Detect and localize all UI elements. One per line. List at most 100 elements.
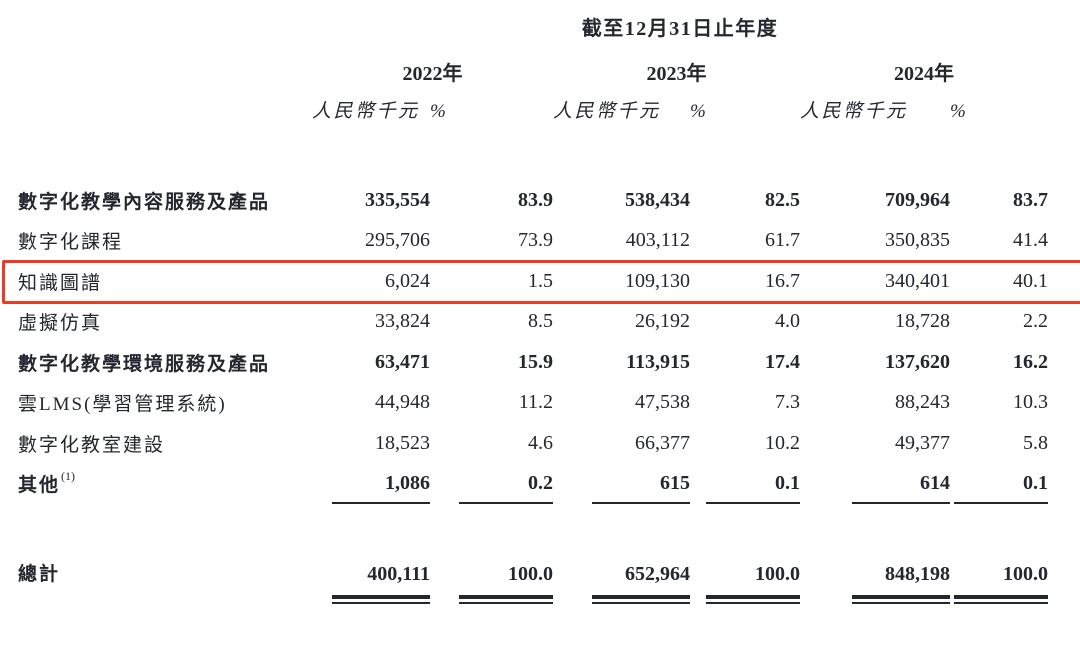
percent-cell: 40.1 xyxy=(1013,269,1048,292)
table-row: 數字化課程 295,706 73.9 403,112 61.7 350,835 41.4 xyxy=(0,221,1080,262)
value-cell: 33,824 xyxy=(375,310,430,333)
financial-breakdown-table: 截至12月31日止年度 2022年 2023年 2024年 人民幣千元 % 人民… xyxy=(0,14,1080,654)
subtotal-rule xyxy=(459,502,553,504)
value-cell: 66,377 xyxy=(635,431,690,454)
percent-cell: 10.3 xyxy=(1013,391,1048,414)
period-title: 截至12月31日止年度 xyxy=(581,18,779,40)
percent-cell: 83.9 xyxy=(518,188,553,211)
value-cell: 709,964 xyxy=(885,188,950,211)
footnote-marker: (1) xyxy=(61,469,76,484)
year-2022-header: 2022年 xyxy=(402,63,463,85)
row-label: 數字化課程 xyxy=(18,232,124,254)
grand-total-double-rule xyxy=(332,595,430,604)
table-row: 數字化教學環境服務及產品 63,471 15.9 113,915 17.4 137,620… xyxy=(0,342,1080,383)
percent-cell: 1.5 xyxy=(528,269,553,292)
total-percent-cell: 100.0 xyxy=(430,559,553,604)
unit-label-2023: 人民幣千元 xyxy=(553,101,661,122)
percent-cell: 11.2 xyxy=(518,391,553,414)
subtotal-rule xyxy=(332,502,430,504)
grand-total-double-rule xyxy=(852,595,950,604)
total-percent-cell: 100.0 xyxy=(690,559,800,604)
row-label: 數字化教室建設 xyxy=(18,434,166,456)
total-value-cell: 652,964 xyxy=(553,559,690,604)
subtotal-rule xyxy=(954,502,1048,504)
value-cell: 63,471 xyxy=(375,350,430,373)
subtotal-rule xyxy=(592,502,690,504)
year-header-row: 2022年 2023年 2024年 xyxy=(0,60,1080,88)
percent-cell: 83.7 xyxy=(1013,188,1048,211)
value-cell: 6,024 xyxy=(385,269,430,292)
total-row: 總計 400,111 100.0 652,964 100.0 848,198 100.0 xyxy=(0,559,1080,604)
row-label: 其他 (1) xyxy=(18,469,76,497)
value-cell: 109,130 xyxy=(625,269,690,292)
percent-cell: 4.0 xyxy=(775,310,800,333)
pct-label-2022: % xyxy=(430,101,446,122)
percent-cell: 82.5 xyxy=(765,188,800,211)
total-label: 總計 xyxy=(18,564,61,585)
value-cell: 1,086 xyxy=(312,464,430,504)
year-2024-header: 2024年 xyxy=(894,63,954,85)
table-row: 虛擬仿真 33,824 8.5 26,192 4.0 18,728 2.2 xyxy=(0,302,1080,343)
value-cell: 18,728 xyxy=(895,310,950,333)
percent-cell: 5.8 xyxy=(1023,431,1048,454)
row-label: 數字化教學環境服務及產品 xyxy=(18,353,271,375)
percent-cell: 8.5 xyxy=(528,310,553,333)
percent-cell: 4.6 xyxy=(528,431,553,454)
table-row-highlighted: 知識圖譜 6,024 1.5 109,130 16.7 340,401 40.1 xyxy=(0,260,1080,303)
grand-total-double-rule xyxy=(592,595,690,604)
row-label: 虛擬仿真 xyxy=(18,313,103,335)
percent-cell: 15.9 xyxy=(518,350,553,373)
table-row: 數字化教學內容服務及產品 335,554 83.9 538,434 82.5 709,96… xyxy=(0,180,1080,221)
total-value-cell: 848,198 xyxy=(800,559,950,604)
percent-cell: 17.4 xyxy=(765,350,800,373)
value-cell: 113,915 xyxy=(626,350,690,373)
table-body: 數字化教學內容服務及產品 335,554 83.9 538,434 82.5 709,96… xyxy=(0,180,1080,504)
value-cell: 26,192 xyxy=(635,310,690,333)
subtotal-rule xyxy=(852,502,950,504)
row-label: 雲LMS(學習管理系統) xyxy=(18,394,227,416)
value-cell: 18,523 xyxy=(375,431,430,454)
percent-cell: 0.2 xyxy=(430,464,553,504)
value-cell: 340,401 xyxy=(885,269,950,292)
row-label: 數字化教學內容服務及產品 xyxy=(18,191,271,213)
percent-cell: 16.7 xyxy=(765,269,800,292)
value-cell: 335,554 xyxy=(365,188,430,211)
value-cell: 350,835 xyxy=(885,229,950,252)
table-row: 其他 (1) 1,086 0.2 615 0.1 614 0.1 xyxy=(0,464,1080,504)
percent-cell: 0.1 xyxy=(690,464,800,504)
unit-header-row: 人民幣千元 % 人民幣千元 % 人民幣千元 % xyxy=(0,98,1080,126)
value-cell: 615 xyxy=(553,464,690,504)
percent-cell: 2.2 xyxy=(1023,310,1048,333)
total-value-cell: 400,111 xyxy=(312,559,430,604)
percent-cell: 73.9 xyxy=(518,229,553,252)
percent-cell: 0.1 xyxy=(950,464,1048,504)
percent-cell: 7.3 xyxy=(775,391,800,414)
grand-total-double-rule xyxy=(954,595,1048,604)
grand-total-double-rule xyxy=(706,595,800,604)
percent-cell: 16.2 xyxy=(1013,350,1048,373)
year-2023-header: 2023年 xyxy=(646,63,707,85)
pct-label-2024: % xyxy=(950,101,966,122)
value-cell: 538,434 xyxy=(625,188,690,211)
pct-label-2023: % xyxy=(690,101,706,122)
value-cell: 295,706 xyxy=(365,229,430,252)
row-label: 知識圖譜 xyxy=(18,272,103,294)
value-cell: 88,243 xyxy=(895,391,950,414)
percent-cell: 61.7 xyxy=(765,229,800,252)
value-cell: 44,948 xyxy=(375,391,430,414)
value-cell: 403,112 xyxy=(625,229,690,252)
percent-cell: 41.4 xyxy=(1013,229,1048,252)
unit-label-2022: 人民幣千元 xyxy=(312,101,420,122)
value-cell: 47,538 xyxy=(635,391,690,414)
unit-label-2024: 人民幣千元 xyxy=(800,101,908,122)
percent-cell: 10.2 xyxy=(765,431,800,454)
total-percent-cell: 100.0 xyxy=(950,559,1048,604)
grand-total-double-rule xyxy=(459,595,553,604)
value-cell: 614 xyxy=(800,464,950,504)
table-row: 數字化教室建設 18,523 4.6 66,377 10.2 49,377 5.8 xyxy=(0,423,1080,464)
table-header: 截至12月31日止年度 xyxy=(0,14,1080,44)
subtotal-rule xyxy=(706,502,800,504)
value-cell: 137,620 xyxy=(885,350,950,373)
table-row: 雲LMS(學習管理系統) 44,948 11.2 47,538 7.3 88,243 10.… xyxy=(0,383,1080,424)
value-cell: 49,377 xyxy=(895,431,950,454)
